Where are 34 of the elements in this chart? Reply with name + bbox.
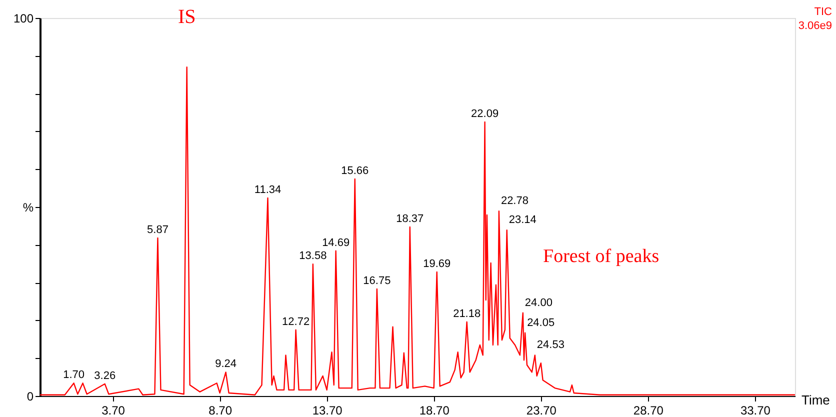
annotation: 19.69 [423, 258, 451, 270]
annotation: 24.00 [524, 296, 552, 309]
annotation: 3.26 [94, 370, 116, 382]
annotation: 5.87 [147, 224, 168, 236]
annotation: 15.66 [341, 165, 369, 178]
y-tick-label: % [22, 200, 34, 214]
x-tick-label: 8.70 [208, 404, 232, 417]
annotation: 1.70 [63, 369, 85, 382]
annotation: 24.53 [536, 339, 564, 352]
annotation: 11.34 [254, 184, 282, 196]
annotation: 23.14 [508, 214, 536, 226]
annotation: Forest of peaks [543, 246, 660, 267]
chart-subtitle: 3.06e9 [798, 20, 832, 32]
x-tick-label: 23.70 [526, 404, 557, 417]
text: TIC [814, 6, 832, 18]
x-tick-label: 18.70 [419, 404, 450, 417]
x-tick-label: 28.70 [633, 404, 664, 417]
annotation: 24.05 [527, 316, 555, 329]
x-axis-title: Time [802, 392, 830, 408]
annotation: 18.37 [396, 213, 424, 226]
annotation: IS [178, 6, 196, 28]
y-tick-label: 100 [13, 12, 34, 26]
x-tick-label: 3.70 [102, 404, 126, 417]
annotation: 22.09 [471, 108, 499, 120]
annotation: 21.18 [453, 308, 481, 320]
annotation: 12.72 [282, 316, 310, 328]
annotation: 22.78 [500, 195, 528, 208]
annotation: 16.75 [363, 275, 391, 288]
y-tick-label: 0 [26, 390, 34, 404]
x-tick-label: 33.70 [740, 404, 771, 417]
x-tick-label: 13.70 [312, 404, 343, 417]
annotation: 9.24 [215, 358, 237, 370]
annotation: 14.69 [322, 236, 350, 249]
annotation: 13.58 [299, 250, 327, 262]
